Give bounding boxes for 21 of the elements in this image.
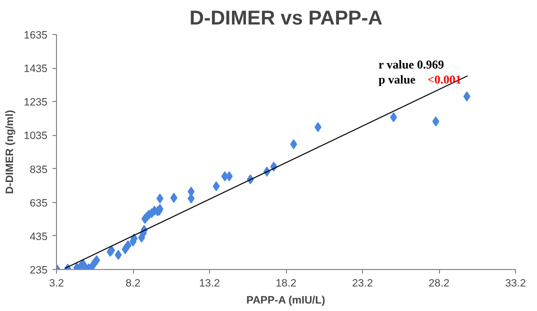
annotation: p value — [378, 72, 416, 86]
x-tick-label: 23.2 — [352, 278, 373, 290]
x-axis-title: PAPP-A (mIU/L) — [246, 294, 326, 306]
y-axis-title: D-DIMER (ng/ml) — [4, 110, 16, 194]
x-tick-label: 28.2 — [428, 278, 450, 290]
chart-title: D-DIMER vs PAPP-A — [190, 8, 383, 30]
x-tick-label: 13.2 — [199, 278, 220, 290]
annotation: r value 0.969 — [378, 58, 444, 72]
y-tick-label: 435 — [30, 230, 48, 243]
y-tick-label: 835 — [30, 164, 48, 176]
x-tick-label: 3.2 — [49, 278, 64, 290]
y-tick-label: 1435 — [24, 63, 48, 76]
y-tick-label: 235 — [30, 264, 48, 276]
y-tick-label: 1635 — [24, 30, 48, 42]
y-tick-label: 1235 — [24, 96, 48, 109]
x-tick-label: 8.2 — [126, 278, 140, 290]
x-tick-label: 18.2 — [276, 278, 296, 290]
y-tick-label: 1035 — [24, 130, 48, 142]
annotation: <0.001 — [428, 72, 462, 86]
x-tick-label: 33.2 — [505, 278, 526, 290]
y-tick-label: 635 — [30, 197, 48, 210]
